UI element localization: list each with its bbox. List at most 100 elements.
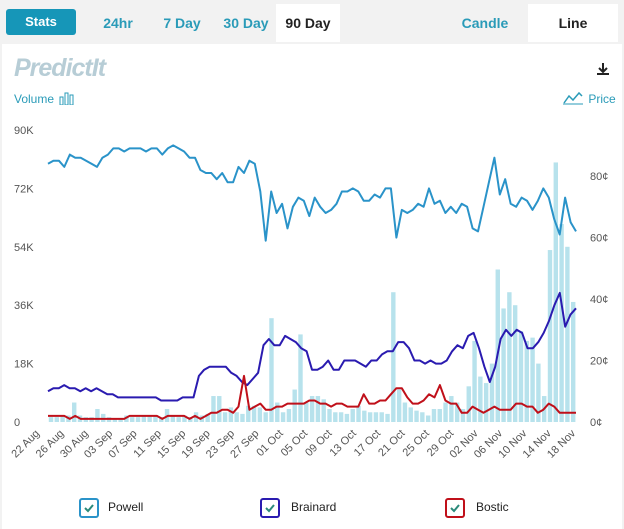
volume-bar: [60, 415, 65, 422]
volume-bar: [205, 413, 210, 422]
x-tick-label: 25 Oct: [401, 428, 432, 459]
volume-bar: [472, 340, 477, 422]
series-line-bostic: [48, 374, 576, 420]
volume-bar: [275, 402, 280, 422]
series-line-brainard: [47, 291, 577, 402]
volume-bar: [240, 413, 245, 422]
powell-checkbox[interactable]: [79, 498, 99, 518]
volume-bar: [54, 417, 60, 422]
tab-line[interactable]: Line: [528, 4, 618, 42]
volume-bar: [147, 415, 152, 422]
volume-bars-icon: [59, 92, 74, 106]
volume-bar: [507, 292, 512, 422]
volume-bar: [402, 402, 408, 422]
volume-bar: [286, 409, 292, 422]
volume-bar: [483, 383, 489, 422]
volume-bar: [211, 396, 216, 422]
volume-bar: [141, 415, 147, 422]
volume-bar: [338, 412, 344, 422]
volume-bar: [327, 409, 332, 422]
volume-bar: [495, 269, 500, 422]
y-left-tick-label: 0: [14, 417, 20, 429]
volume-bar: [518, 331, 524, 422]
volume-bar: [333, 412, 338, 422]
y-left-tick-label: 36K: [14, 300, 34, 312]
volume-bar: [356, 405, 361, 422]
legend-bostic: Bostic: [476, 500, 509, 514]
tab-30-day[interactable]: 30 Day: [223, 15, 269, 31]
volume-bar: [176, 417, 181, 422]
price-label: Price: [588, 92, 616, 106]
tab-7-day[interactable]: 7 Day: [163, 15, 201, 31]
check-icon: [265, 504, 275, 513]
y-left-tick-label: 72K: [14, 183, 34, 195]
volume-bar: [72, 402, 77, 422]
volume-bar: [420, 412, 425, 422]
volume-bar: [130, 417, 135, 422]
download-icon[interactable]: [594, 60, 612, 78]
price-toggle[interactable]: Price: [563, 91, 616, 106]
volume-bar: [512, 305, 518, 422]
x-tick-label: 05 Oct: [279, 428, 310, 459]
y-right-tick-label: 20¢: [590, 356, 608, 368]
volume-bar: [350, 409, 355, 422]
volume-bar: [182, 415, 187, 422]
volume-bar: [257, 407, 263, 422]
x-tick-label: 17 Oct: [352, 428, 383, 459]
volume-bar: [559, 224, 564, 422]
chart-panel: [2, 44, 622, 529]
volume-bar: [524, 340, 529, 422]
volume-bar: [234, 412, 239, 422]
volume-bar: [565, 246, 570, 422]
volume-bar: [292, 389, 297, 422]
legend-powell: Powell: [108, 500, 144, 514]
volume-label: Volume: [14, 92, 55, 106]
y-right-tick-label: 0¢: [590, 417, 602, 429]
volume-bar: [466, 386, 471, 422]
volume-bar: [391, 292, 396, 422]
tab-90-day[interactable]: 90 Day: [276, 4, 340, 42]
stats-button[interactable]: Stats: [6, 9, 76, 35]
tab-bar: Stats 24hr 7 Day 30 Day 90 Day Candle Li…: [0, 0, 624, 44]
volume-bar: [431, 409, 437, 422]
y-right-tick-label: 40¢: [590, 294, 608, 306]
x-tick-label: 01 Oct: [254, 428, 285, 459]
volume-bar: [48, 417, 54, 422]
volume-bar: [362, 410, 367, 422]
volume-bar: [153, 415, 158, 422]
volume-bar: [425, 415, 431, 422]
volume-bar: [309, 396, 315, 422]
volume-bar: [159, 417, 164, 422]
volume-bar: [222, 412, 228, 422]
volume-bar: [269, 318, 274, 422]
check-icon: [450, 504, 460, 513]
series-line-powell: [47, 144, 577, 242]
y-left-tick-label: 90K: [14, 125, 34, 137]
volume-bar: [298, 334, 303, 422]
y-right-tick-label: 80¢: [590, 171, 608, 183]
tab-candle[interactable]: Candle: [461, 15, 509, 31]
volume-bar: [408, 407, 413, 422]
x-tick-label: 13 Oct: [327, 428, 358, 459]
volume-bar: [536, 363, 541, 422]
brainard-checkbox[interactable]: [260, 498, 280, 518]
volume-bar: [228, 407, 234, 422]
volume-bar: [443, 402, 448, 422]
volume-bar: [170, 415, 176, 422]
volume-bar: [321, 399, 326, 422]
volume-bar: [263, 412, 268, 422]
volume-bar: [570, 301, 576, 422]
volume-bar: [460, 409, 466, 422]
volume-bar: [315, 396, 321, 422]
volume-bar: [135, 417, 141, 422]
legend-brainard: Brainard: [291, 500, 337, 514]
tab-24hr[interactable]: 24hr: [103, 15, 133, 31]
y-right-tick-label: 60¢: [590, 233, 608, 245]
x-tick-label: 18 Nov: [545, 427, 578, 460]
volume-bar: [501, 308, 506, 422]
x-tick-label: 09 Oct: [303, 428, 334, 459]
volume-bar: [95, 409, 100, 422]
bostic-checkbox[interactable]: [445, 498, 465, 518]
volume-toggle[interactable]: Volume: [14, 91, 75, 106]
